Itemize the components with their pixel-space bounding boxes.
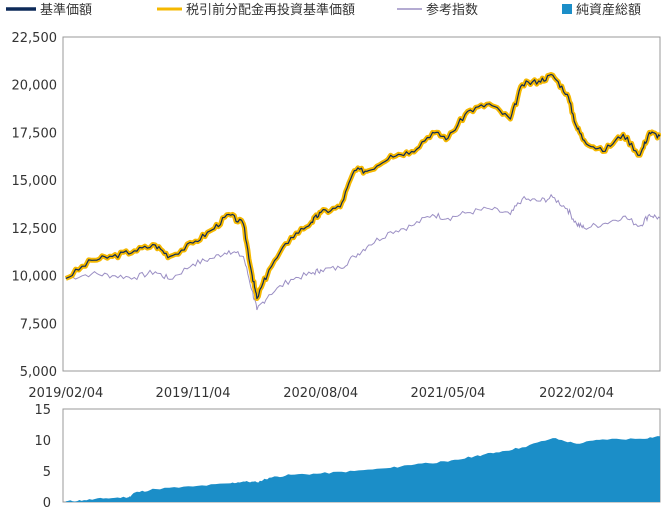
assets-y-tick-label: 10 (34, 434, 51, 449)
assets-y-tick-label: 0 (43, 496, 51, 508)
price-y-tick-label: 20,000 (12, 79, 58, 94)
legend-swatch-net-assets (562, 4, 572, 14)
price-y-tick-label: 5,000 (20, 365, 57, 380)
price-y-tick-label: 7,500 (20, 317, 57, 332)
legend-label-nav: 基準価額 (40, 2, 92, 18)
price-x-tick-label: 2022/02/04 (539, 386, 614, 401)
price-plot-area (62, 36, 661, 372)
legend-label-reinvested: 税引前分配金再投資基準価額 (186, 2, 355, 18)
assets-y-tick-label: 15 (34, 403, 51, 418)
assets-y-axis: 0 5 10 15 (34, 403, 51, 508)
price-y-axis: 5,000 7,500 10,000 12,500 15,000 17,500 … (12, 31, 58, 380)
price-y-tick-label: 17,500 (12, 126, 58, 141)
price-y-tick-label: 15,000 (12, 174, 58, 189)
legend-label-reference: 参考指数 (426, 2, 478, 18)
assets-y-tick-label: 5 (43, 465, 51, 480)
price-x-tick-label: 2019/02/04 (28, 386, 103, 401)
series-area-net-assets (65, 436, 661, 502)
legend-label-net-assets: 純資産総額 (576, 2, 641, 18)
price-y-tick-label: 10,000 (12, 270, 58, 285)
net-assets-chart: 0 5 10 15 (34, 403, 661, 508)
price-y-tick-label: 12,500 (12, 222, 58, 237)
series-line-nav (65, 73, 661, 300)
series-line-reference (65, 193, 661, 311)
price-chart: 5,000 7,500 10,000 12,500 15,000 17,500 … (12, 31, 661, 401)
legend: 基準価額 税引前分配金再投資基準価額 参考指数 純資産総額 (6, 2, 641, 18)
price-x-axis: 2019/02/04 2019/11/04 2020/08/04 2021/05… (28, 386, 614, 401)
price-x-tick-label: 2020/08/04 (283, 386, 358, 401)
price-y-tick-label: 22,500 (12, 31, 58, 46)
price-x-tick-label: 2021/05/04 (410, 386, 485, 401)
price-x-tick-label: 2019/11/04 (156, 386, 231, 401)
